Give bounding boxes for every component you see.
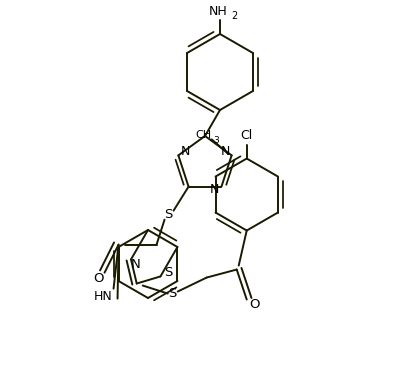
Text: O: O xyxy=(93,272,104,285)
Text: N: N xyxy=(210,183,219,196)
Text: Cl: Cl xyxy=(241,129,253,142)
Text: NH: NH xyxy=(209,4,227,18)
Text: N: N xyxy=(181,145,190,158)
Text: HN: HN xyxy=(94,290,113,303)
Text: S: S xyxy=(169,287,177,300)
Text: CH: CH xyxy=(196,131,212,140)
Text: N: N xyxy=(221,145,230,158)
Text: N: N xyxy=(131,258,141,271)
Text: S: S xyxy=(164,266,173,279)
Text: S: S xyxy=(164,208,173,221)
Text: O: O xyxy=(249,298,260,311)
Text: 3: 3 xyxy=(214,136,220,145)
Text: 2: 2 xyxy=(231,11,237,21)
